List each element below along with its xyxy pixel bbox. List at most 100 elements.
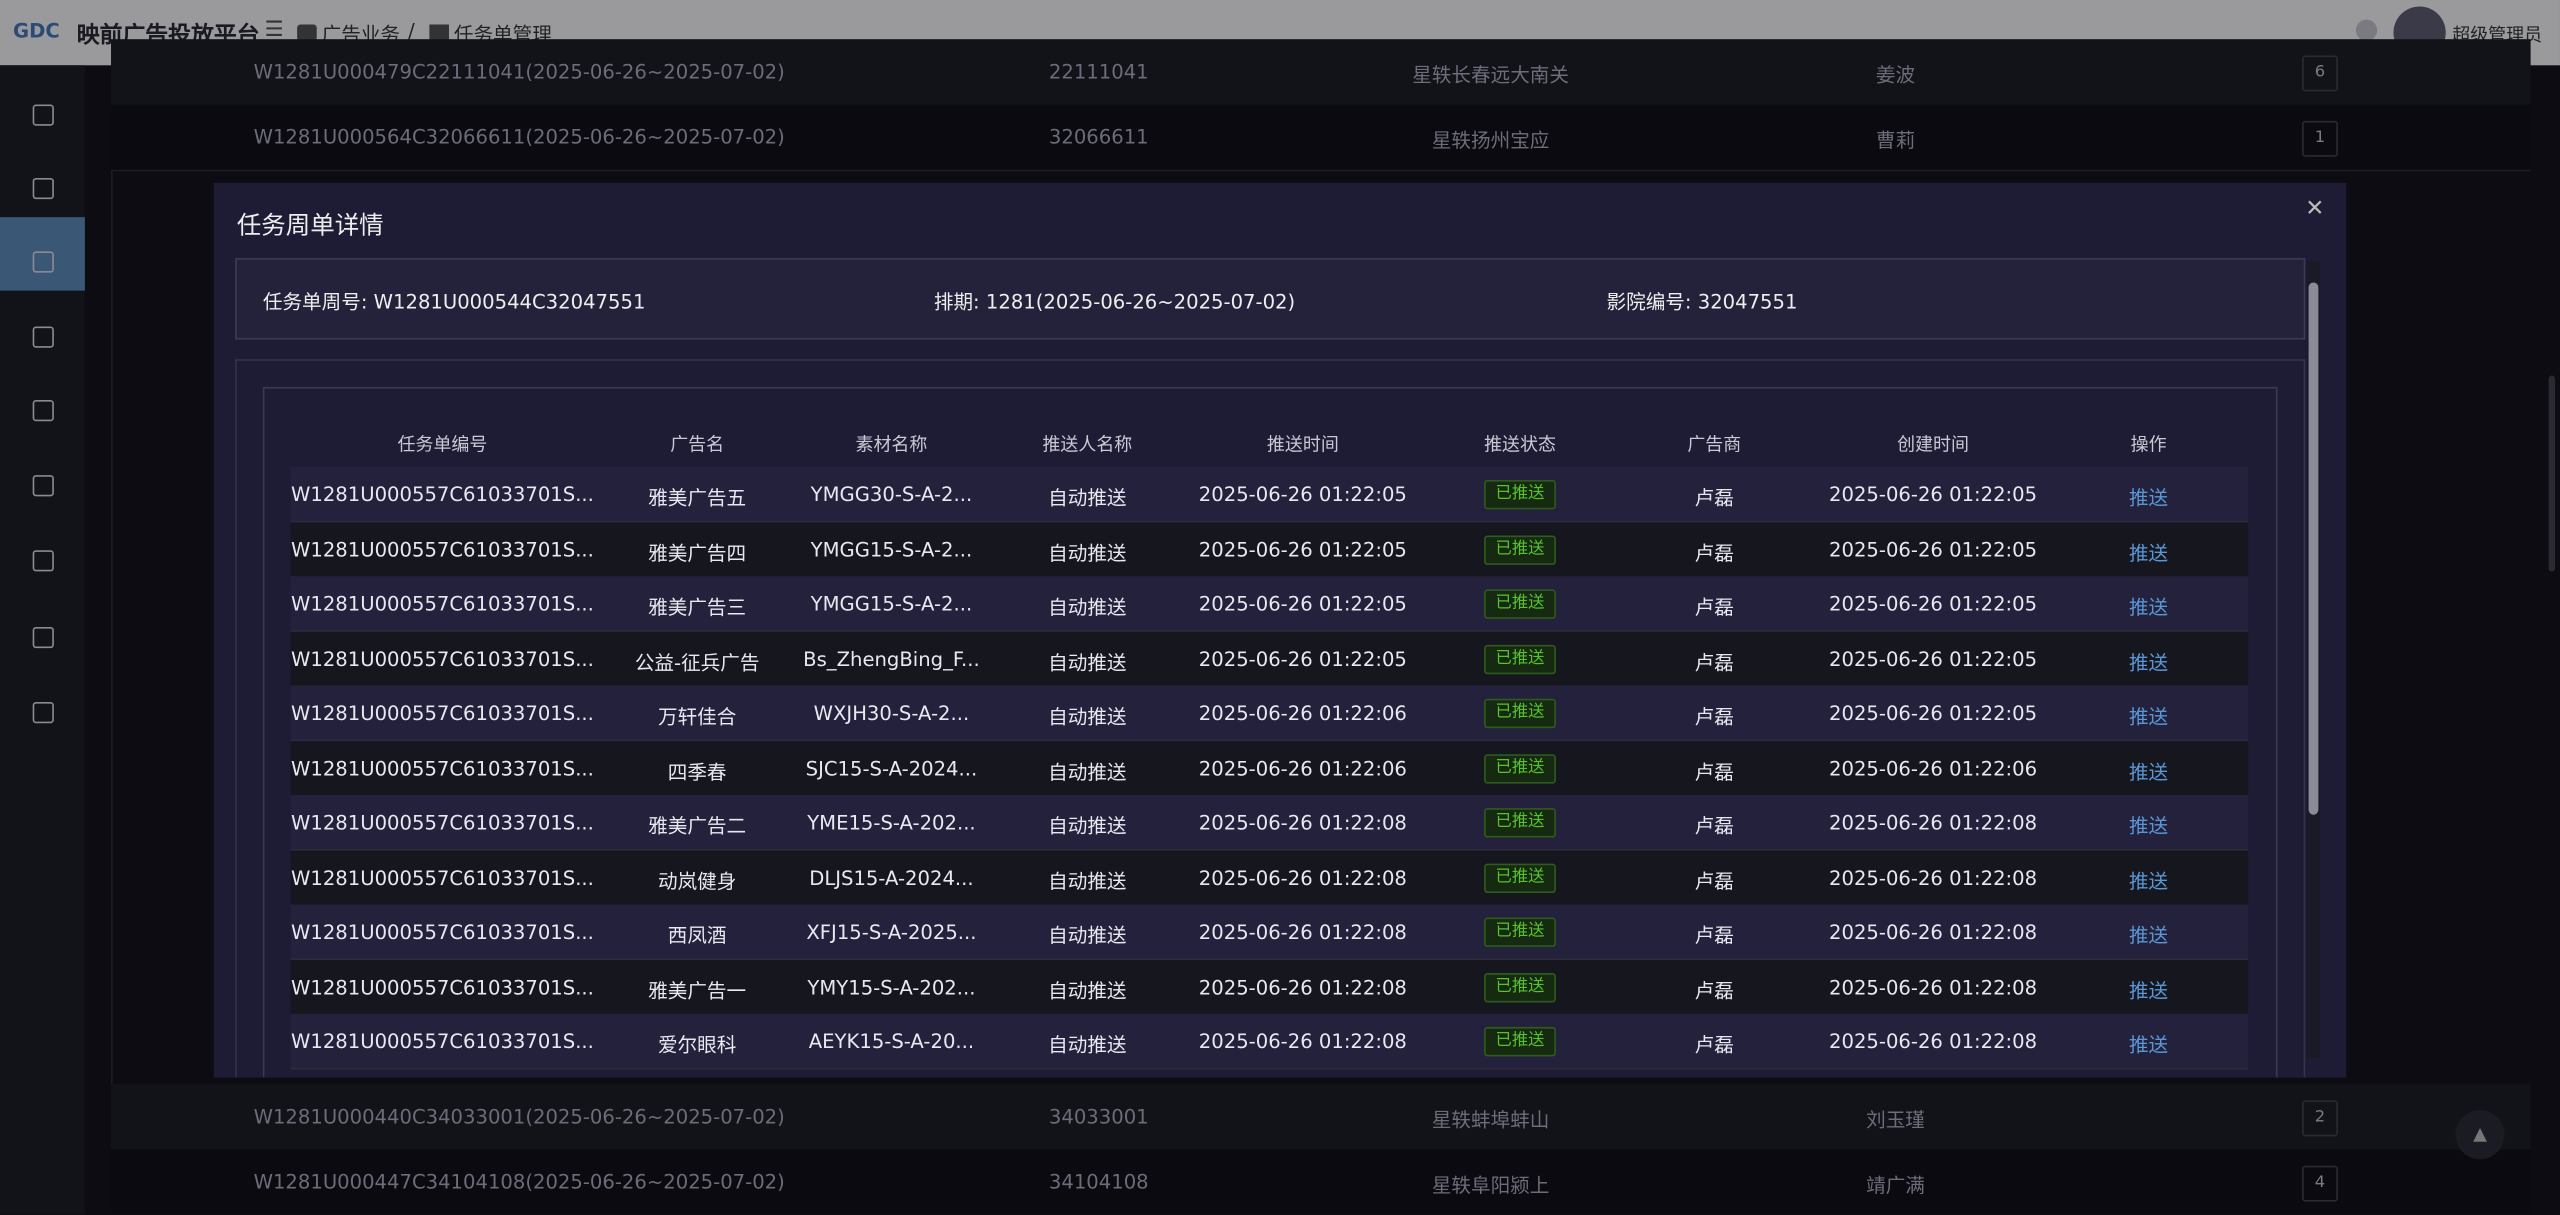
cell-text: 自动推送 xyxy=(1048,650,1127,674)
nav-icon[interactable] xyxy=(32,251,54,273)
cell-text: 2025-06-26 01:22:08 xyxy=(1198,866,1407,889)
cell-text: YMY15-S-A-202... xyxy=(807,975,976,999)
table-row: W1281U000557C61033701S... 四季春 SJC15-S-A-20… xyxy=(290,740,2249,796)
cell-text: 2025-06-26 01:22:05 xyxy=(1198,537,1407,561)
push-link[interactable]: 推送 xyxy=(2128,814,2169,838)
cell-text: 动岚健身 xyxy=(657,869,737,893)
table-row: W1281U000557C61033701S... 雅美广告二 YME15-S-A-… xyxy=(290,795,2249,851)
cell-text: 2025-06-26 01:22:05 xyxy=(1829,702,2038,725)
cell-text: 星轶扬州宝应 xyxy=(1431,128,1550,152)
cell-text: 2025-06-26 01:22:05 xyxy=(1829,537,2038,561)
cell-text: 公益-征兵广告 xyxy=(634,650,760,674)
push-link[interactable]: 推送 xyxy=(2128,759,2169,783)
cell-text: 卢磊 xyxy=(1694,978,1734,1002)
nav-icon[interactable] xyxy=(32,626,54,649)
table-row: W1281U000557C61033701S... 动岚健身 DLJS15-A-20… xyxy=(290,849,2249,906)
column-header: 推送人名称 xyxy=(1042,434,1133,456)
cell-text: W1281U000447C34104108(2025-06-26~2025-07… xyxy=(253,1170,785,1194)
cell-text: 爱尔眼科 xyxy=(657,1033,737,1057)
sidebar-active[interactable] xyxy=(0,217,85,291)
table-row: W1281U000557C61033701S... 雅美广告五 YMGG30-S-A… xyxy=(290,466,2249,523)
cell-text: 34033001 xyxy=(1048,1105,1149,1129)
cell-text: YMGG15-S-A-2... xyxy=(810,537,973,561)
background-row: W1281U000447C34104108(2025-06-26~2025-07… xyxy=(111,1149,2531,1215)
nav-icon[interactable] xyxy=(32,475,54,497)
cell-text: 2025-06-26 01:22:06 xyxy=(1829,756,2038,780)
cell-text: 2025-06-26 01:22:05 xyxy=(1829,592,2038,616)
status-tag: 已推送 xyxy=(1484,644,1556,674)
status-tag: 已推送 xyxy=(1484,589,1556,619)
cell-text: 自动推送 xyxy=(1048,978,1127,1002)
background-row: W1281U000564C32066611(2025-06-26~2025-07… xyxy=(111,104,2531,172)
cell-text: 卢磊 xyxy=(1694,486,1734,510)
cell-text: AEYK15-S-A-20... xyxy=(808,1030,975,1054)
cell-text: 2025-06-26 01:22:05 xyxy=(1198,647,1407,671)
push-link[interactable]: 推送 xyxy=(2128,486,2169,510)
nav-icon[interactable] xyxy=(32,550,54,572)
back-to-top[interactable]: ▲ xyxy=(2455,1110,2505,1160)
info-box: 任务单周号: W1281U000544C32047551 排期: 1281(20… xyxy=(235,257,2306,340)
cell-text: 雅美广告二 xyxy=(648,814,747,838)
cell-text: 卢磊 xyxy=(1694,869,1734,893)
cell-text: 自动推送 xyxy=(1048,541,1127,565)
cell-text: 卢磊 xyxy=(1694,924,1734,947)
menu-toggle[interactable]: ☰ xyxy=(264,17,284,43)
cell-text: 刘玉瑾 xyxy=(1866,1108,1925,1132)
push-link[interactable]: 推送 xyxy=(2128,978,2169,1002)
nav-icon[interactable] xyxy=(32,104,54,126)
cell-text: 2025-06-26 01:22:06 xyxy=(1198,756,1407,780)
cell-text: 卢磊 xyxy=(1694,1033,1734,1057)
push-link[interactable]: 推送 xyxy=(2128,541,2169,565)
column-header: 任务单编号 xyxy=(397,434,488,456)
cell-text: 靖广满 xyxy=(1866,1173,1925,1197)
cell-text: 姜波 xyxy=(1875,63,1916,87)
nav-icon[interactable] xyxy=(32,702,54,724)
status-tag: 已推送 xyxy=(1484,808,1556,838)
cell-text: 34104108 xyxy=(1048,1170,1149,1194)
cell-text: W1281U000557C61033701S... xyxy=(291,483,594,507)
cell-text: W1281U000557C61033701S... xyxy=(291,975,594,999)
close-button[interactable]: ✕ xyxy=(2305,195,2325,223)
cell-text: 卢磊 xyxy=(1694,650,1734,674)
cell-text: 自动推送 xyxy=(1048,595,1127,619)
push-link[interactable]: 推送 xyxy=(2128,705,2169,729)
status-tag: 已推送 xyxy=(1484,698,1556,729)
nav-icon[interactable] xyxy=(32,177,54,200)
page-scrollbar[interactable] xyxy=(2548,375,2556,572)
cell-text: 雅美广告五 xyxy=(648,486,747,510)
column-header: 推送时间 xyxy=(1266,434,1339,456)
background-row: W1281U000479C22111041(2025-06-26~2025-07… xyxy=(111,39,2531,107)
cell-text: 卢磊 xyxy=(1694,541,1734,565)
status-tag: 已推送 xyxy=(1484,917,1556,947)
modal-scrollbar xyxy=(2306,261,2320,1058)
cell-text: W1281U000557C61033701S... xyxy=(291,920,594,944)
push-link[interactable]: 推送 xyxy=(2128,650,2169,674)
push-link[interactable]: 推送 xyxy=(2128,869,2169,893)
cell-text: 2025-06-26 01:22:08 xyxy=(1198,1030,1407,1054)
push-link[interactable]: 推送 xyxy=(2128,595,2169,619)
count-badge: 6 xyxy=(2302,55,2338,92)
cell-text: DLJS15-A-2024... xyxy=(809,866,974,889)
cell-text: 雅美广告三 xyxy=(648,595,747,619)
divider xyxy=(111,65,113,1215)
push-link[interactable]: 推送 xyxy=(2128,1033,2169,1057)
cell-text: W1281U000557C61033701S... xyxy=(291,756,594,780)
table-box xyxy=(262,386,2278,1078)
list-icon xyxy=(429,24,449,41)
info-icon[interactable] xyxy=(2355,19,2378,41)
content-box xyxy=(235,359,2306,1078)
push-link[interactable]: 推送 xyxy=(2128,924,2169,947)
cell-text: 自动推送 xyxy=(1048,924,1127,947)
cell-text: W1281U000557C61033701S... xyxy=(291,811,594,835)
status-tag: 已推送 xyxy=(1484,862,1556,893)
column-header: 创建时间 xyxy=(1897,434,1969,456)
nav-icon[interactable] xyxy=(32,399,54,422)
cell-text: 2025-06-26 01:22:05 xyxy=(1198,592,1407,616)
status-tag: 已推送 xyxy=(1484,534,1556,565)
cell-text: 万轩佳合 xyxy=(657,705,737,729)
nav-icon[interactable] xyxy=(32,326,54,348)
ad-icon xyxy=(297,24,317,41)
scroll-thumb[interactable] xyxy=(2308,282,2319,815)
